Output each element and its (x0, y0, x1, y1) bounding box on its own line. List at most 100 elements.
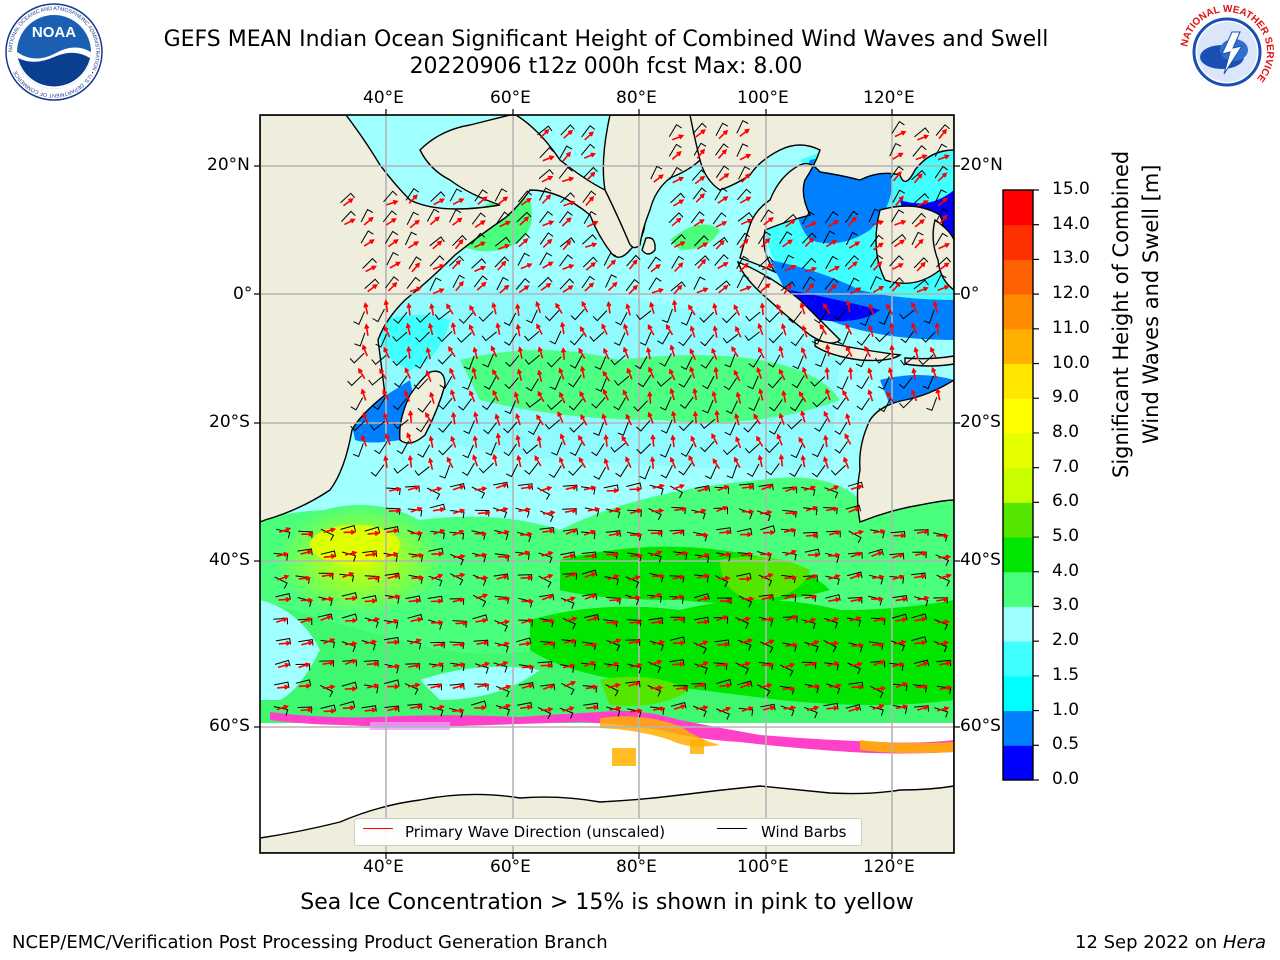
wind-barb (668, 212, 684, 224)
wind-barb (891, 613, 908, 621)
wind-barb (568, 398, 583, 411)
wind-barb (713, 617, 729, 624)
wave-direction-arrow (938, 262, 950, 271)
wave-direction-arrow (520, 531, 533, 537)
wave-direction-arrow (559, 391, 566, 404)
wave-direction-arrow (452, 597, 465, 603)
wind-barb (668, 124, 682, 137)
wind-barb (744, 443, 760, 454)
wave-direction-arrow (623, 346, 630, 359)
wave-direction-arrow (717, 262, 729, 270)
wave-direction-arrow (717, 575, 731, 581)
wind-barb (592, 310, 608, 322)
wind-barb (352, 443, 364, 458)
wave-direction-arrow (932, 300, 938, 313)
wave-direction-arrow (389, 486, 402, 492)
wave-direction-arrow (497, 196, 509, 205)
wind-barb (548, 465, 562, 478)
wind-barb (700, 440, 715, 453)
wave-direction-arrow (930, 346, 937, 359)
wind-barb (859, 312, 872, 326)
wind-barb (505, 463, 519, 478)
wind-barb (700, 334, 715, 347)
wave-direction-arrow (892, 552, 905, 559)
wind-barb (452, 620, 467, 628)
wave-direction-arrow (495, 432, 501, 446)
wave-direction-arrow (828, 530, 842, 536)
wave-direction-arrow (647, 391, 653, 404)
wave-direction-arrow (452, 198, 465, 206)
wind-barb (765, 463, 780, 476)
wind-barb (844, 210, 859, 224)
wind-barb (837, 331, 849, 346)
wind-barb (825, 255, 838, 269)
wave-direction-arrow (385, 218, 397, 226)
wind-barb (670, 616, 685, 624)
wind-barb (813, 310, 828, 324)
wind-barb (912, 144, 927, 157)
wind-barb (801, 257, 817, 270)
wave-direction-arrow (867, 367, 873, 380)
wave-direction-arrow (277, 684, 290, 690)
colorbar-title-line1: Significant Height of Combined (1109, 150, 1133, 478)
wave-direction-arrow (407, 241, 420, 249)
wave-direction-arrow (520, 263, 533, 270)
wind-barb (406, 276, 421, 289)
wind-barb (604, 663, 619, 672)
wave-direction-arrow (916, 705, 930, 711)
wave-direction-arrow (805, 283, 815, 293)
wave-direction-arrow (492, 453, 498, 467)
wind-barb (427, 683, 442, 691)
wind-barb (515, 507, 530, 518)
wind-barb (604, 576, 619, 586)
wave-direction-arrow (452, 508, 466, 515)
wave-direction-arrow (579, 390, 587, 403)
wave-direction-arrow (432, 264, 446, 270)
wave-direction-arrow (408, 194, 418, 204)
wave-direction-arrow (719, 529, 732, 535)
wave-direction-arrow (560, 321, 566, 335)
wind-barb (594, 356, 607, 370)
wind-barb (889, 255, 904, 267)
axis-ticks (254, 109, 960, 859)
wind-barb (515, 551, 530, 560)
wave-direction-arrow (536, 435, 542, 448)
wind-barb (473, 275, 488, 288)
wave-direction-arrow (864, 345, 871, 358)
wave-direction-arrow (782, 686, 796, 692)
wind-barb (362, 257, 377, 269)
wind-barb (385, 276, 399, 289)
wave-direction-arrow (300, 707, 314, 713)
wave-direction-arrow (694, 682, 707, 688)
wave-direction-arrow (807, 683, 821, 690)
wave-direction-arrow (497, 641, 511, 647)
wind-barb (275, 592, 291, 600)
wave-direction-arrow (761, 573, 774, 579)
wind-barb (471, 212, 486, 225)
wind-barb (801, 661, 817, 669)
wind-barb (384, 679, 400, 686)
colorbar-tick-label: 11.0 (1052, 317, 1090, 338)
wind-barb (382, 210, 397, 223)
wind-barb (891, 233, 907, 244)
wind-barb (461, 462, 475, 476)
wind-barb (298, 639, 314, 646)
wave-direction-arrow (629, 532, 643, 538)
wave-direction-arrow (825, 343, 831, 357)
wave-direction-arrow (579, 325, 588, 338)
wave-direction-arrow (672, 661, 685, 667)
wave-direction-arrow (383, 346, 390, 359)
wave-direction-arrow (387, 573, 400, 580)
wave-direction-arrow (739, 238, 749, 249)
wave-direction-arrow (649, 301, 655, 314)
wave-direction-arrow (696, 661, 709, 668)
wave-direction-arrow (562, 151, 571, 162)
wave-direction-arrow (542, 528, 555, 534)
wave-direction-arrow (697, 573, 710, 579)
wave-direction-arrow (342, 705, 356, 711)
wind-barb (856, 397, 870, 411)
wave-direction-arrow (894, 219, 907, 226)
wave-direction-arrow (696, 705, 709, 711)
wave-direction-arrow (474, 241, 486, 249)
colorbar-tick-label: 1.0 (1052, 699, 1080, 720)
